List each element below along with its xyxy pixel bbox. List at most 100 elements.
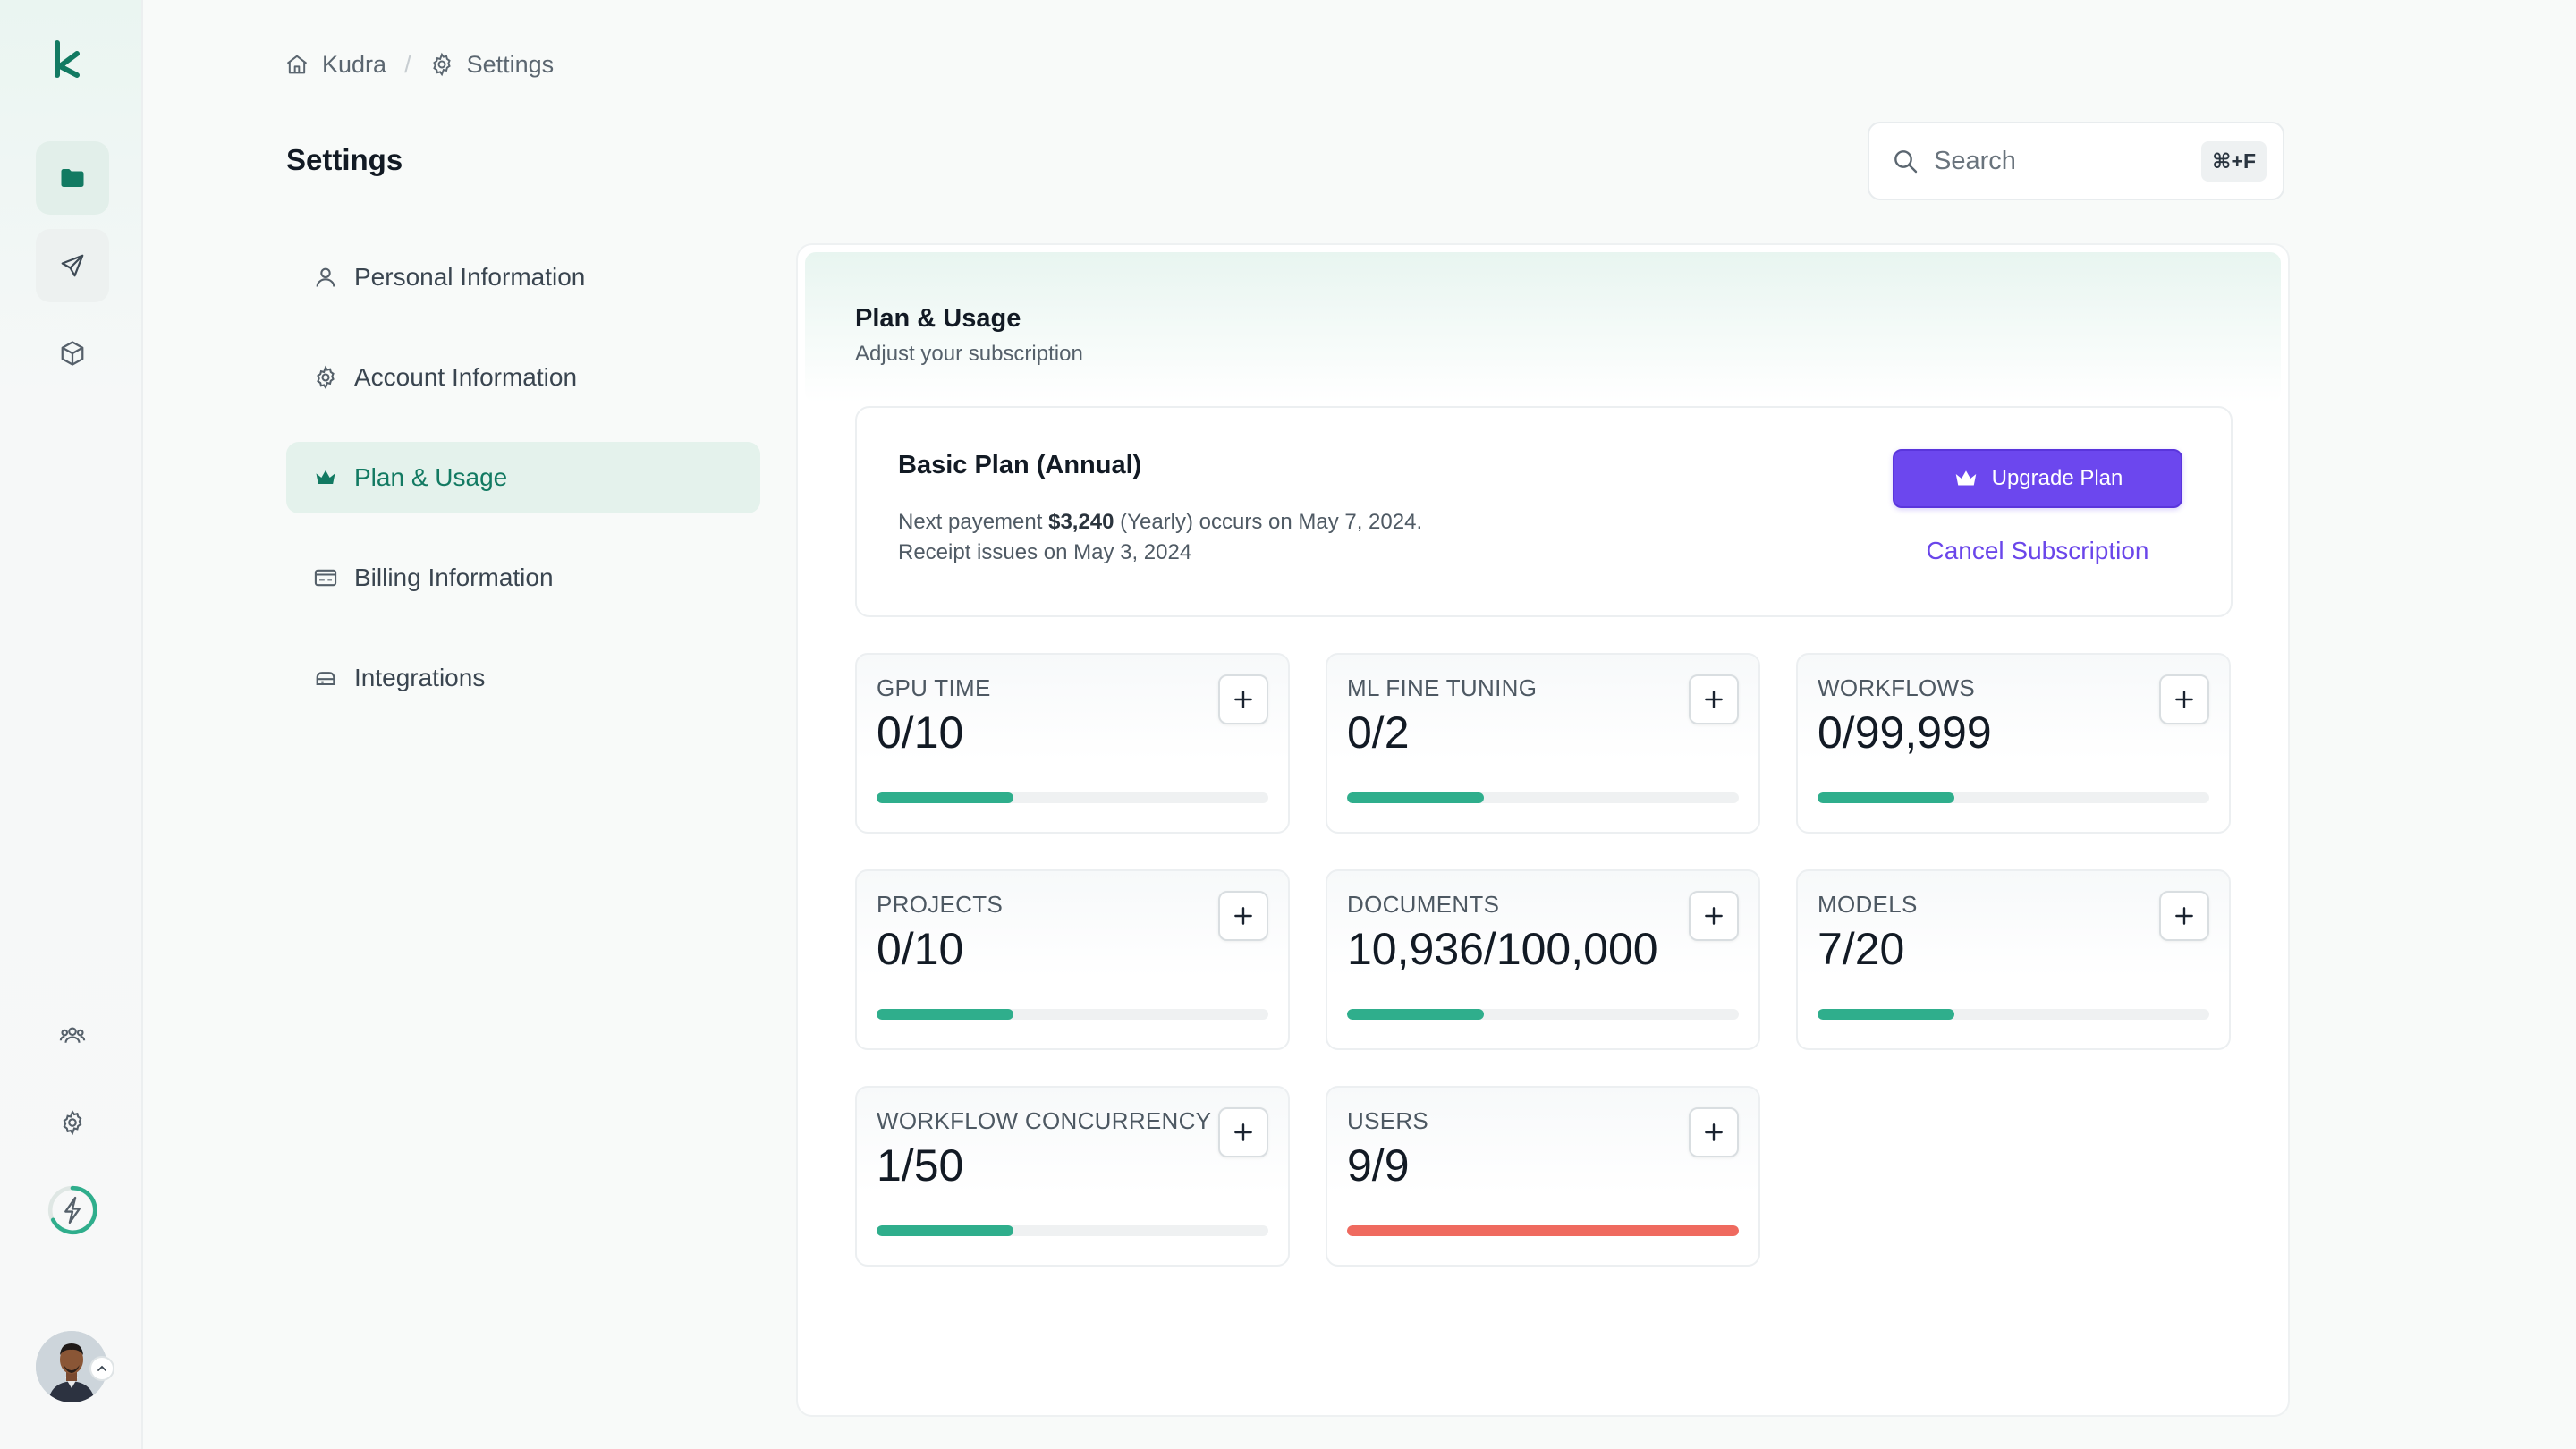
usage-value: 0/2 xyxy=(1347,708,1410,758)
usage-progress-fill xyxy=(1347,1225,1739,1236)
add-usage-button[interactable] xyxy=(1689,674,1739,724)
usage-progress-fill xyxy=(1818,792,1955,803)
usage-label: DOCUMENTS xyxy=(1347,891,1500,918)
plus-icon xyxy=(1234,691,1252,708)
plus-icon xyxy=(1705,691,1723,708)
breadcrumb-current-label: Settings xyxy=(466,50,555,78)
team-icon xyxy=(59,1027,86,1043)
usage-label: GPU TIME xyxy=(877,674,991,701)
account-menu-toggle[interactable] xyxy=(89,1356,114,1381)
usage-progress-track xyxy=(877,1225,1268,1236)
gear-icon xyxy=(432,52,451,77)
plus-icon xyxy=(2175,691,2193,708)
payment-suffix: (Yearly) occurs on May 7, 2024. xyxy=(1114,510,1423,534)
usage-value: 10,936/100,000 xyxy=(1347,924,1658,974)
usage-progress-fill xyxy=(1347,1009,1485,1020)
cancel-subscription-link[interactable]: Cancel Subscription xyxy=(1926,537,2149,564)
menu-item-label: Account Information xyxy=(354,363,578,391)
usage-progress-track xyxy=(877,1009,1268,1020)
menu-item-label: Billing Information xyxy=(354,564,554,591)
page-title: Settings xyxy=(286,143,403,176)
usage-value: 7/20 xyxy=(1818,924,1905,974)
search-shortcut: ⌘+F xyxy=(2201,140,2267,182)
nav-team-button[interactable] xyxy=(36,998,109,1072)
add-usage-button[interactable] xyxy=(1218,674,1268,724)
search-placeholder: Search xyxy=(1934,146,2016,175)
payment-amount: $3,240 xyxy=(1048,510,1114,534)
usage-tile: MODELS 7/20 xyxy=(1796,869,2231,1050)
usage-progress-track xyxy=(1347,1225,1739,1236)
next-payment-text: Next payement $3,240 (Yearly) occurs on … xyxy=(898,510,1422,535)
credits-button[interactable] xyxy=(36,1174,109,1247)
add-usage-button[interactable] xyxy=(2159,891,2209,941)
menu-item-plan-usage[interactable]: Plan & Usage xyxy=(286,442,760,513)
crown-icon xyxy=(1955,470,1976,486)
usage-progress-fill xyxy=(1818,1009,1955,1020)
add-usage-button[interactable] xyxy=(1218,1107,1268,1157)
usage-progress-fill xyxy=(877,1009,1014,1020)
add-usage-button[interactable] xyxy=(1218,891,1268,941)
panel-title: Plan & Usage xyxy=(855,304,1021,333)
menu-item-account-information[interactable]: Account Information xyxy=(286,342,760,413)
usage-progress-fill xyxy=(1347,792,1485,803)
breadcrumb-settings[interactable]: Settings xyxy=(429,50,555,79)
add-usage-button[interactable] xyxy=(1689,891,1739,941)
nav-documents-button[interactable] xyxy=(36,141,109,215)
usage-label: ML FINE TUNING xyxy=(1347,674,1538,701)
plan-card: Basic Plan (Annual) Next payement $3,240… xyxy=(855,406,2233,617)
usage-label: WORKFLOWS xyxy=(1818,674,1976,701)
usage-tile: PROJECTS 0/10 xyxy=(855,869,1290,1050)
nav-workflows-button[interactable] xyxy=(36,229,109,302)
usage-value: 0/99,999 xyxy=(1818,708,1992,758)
plus-icon xyxy=(1234,1123,1252,1141)
receipt-text: Receipt issues on May 3, 2024 xyxy=(898,540,1192,564)
kudra-logo[interactable] xyxy=(47,38,89,80)
cube-icon xyxy=(61,341,84,366)
send-icon xyxy=(61,254,84,277)
breadcrumb-home-label: Kudra xyxy=(322,50,387,78)
nav-settings-button[interactable] xyxy=(36,1086,109,1159)
add-usage-button[interactable] xyxy=(2159,674,2209,724)
usage-tile: GPU TIME 0/10 xyxy=(855,653,1290,834)
user-avatar[interactable] xyxy=(36,1331,107,1402)
chevron-up-icon xyxy=(97,1365,106,1371)
usage-progress-fill xyxy=(877,1225,1014,1236)
usage-label: PROJECTS xyxy=(877,891,1004,918)
upgrade-plan-button[interactable]: Upgrade Plan xyxy=(1893,449,2182,508)
usage-tile: WORKFLOWS 0/99,999 xyxy=(1796,653,2231,834)
panel-subtitle: Adjust your subscription xyxy=(855,342,1083,366)
usage-tile: ML FINE TUNING 0/2 xyxy=(1326,653,1760,834)
menu-item-integrations[interactable]: Integrations xyxy=(286,642,760,714)
add-usage-button[interactable] xyxy=(1689,1107,1739,1157)
usage-progress-track xyxy=(877,792,1268,803)
billing-icon xyxy=(314,569,337,587)
plus-icon xyxy=(1705,1123,1723,1141)
left-rail xyxy=(0,0,143,1449)
settings-icon xyxy=(63,1109,82,1136)
avatar-image xyxy=(36,1331,107,1402)
folder-icon xyxy=(61,169,84,187)
usage-tile: DOCUMENTS 10,936/100,000 xyxy=(1326,869,1760,1050)
credits-icon xyxy=(47,1185,97,1235)
usage-value: 0/10 xyxy=(877,924,964,974)
menu-item-label: Integrations xyxy=(354,664,486,691)
usage-value: 0/10 xyxy=(877,708,964,758)
menu-item-billing-information[interactable]: Billing Information xyxy=(286,542,760,614)
usage-label: USERS xyxy=(1347,1107,1429,1134)
upgrade-plan-label: Upgrade Plan xyxy=(1991,466,2123,490)
usage-value: 1/50 xyxy=(877,1140,964,1191)
search-input[interactable]: Search ⌘+F xyxy=(1868,122,2284,200)
payment-prefix: Next payement xyxy=(898,510,1049,534)
plan-name: Basic Plan (Annual) xyxy=(898,451,1142,479)
user-icon xyxy=(316,267,335,287)
plus-icon xyxy=(1234,907,1252,925)
menu-item-personal-information[interactable]: Personal Information xyxy=(286,242,760,313)
usage-progress-track xyxy=(1818,1009,2209,1020)
nav-models-button[interactable] xyxy=(36,317,109,390)
search-icon xyxy=(1894,150,1918,174)
usage-label: MODELS xyxy=(1818,891,1918,918)
usage-tile: USERS 9/9 xyxy=(1326,1086,1760,1267)
menu-item-label: Plan & Usage xyxy=(354,463,508,491)
breadcrumb-home[interactable]: Kudra xyxy=(284,51,386,79)
usage-tile: WORKFLOW CONCURRENCY 1/50 xyxy=(855,1086,1290,1267)
